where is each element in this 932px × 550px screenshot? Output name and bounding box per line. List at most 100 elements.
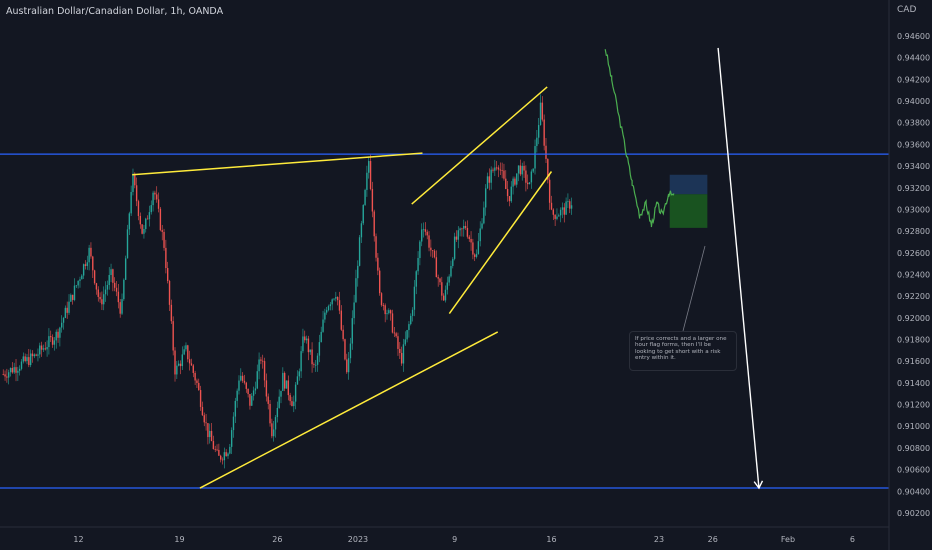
candle-body (150, 205, 152, 213)
candle-body (384, 305, 386, 315)
candle-body (218, 449, 220, 456)
candle-body (512, 178, 514, 187)
candle-body (448, 276, 450, 283)
candle-body (108, 274, 110, 285)
trendline[interactable] (199, 331, 499, 489)
candle-body (22, 356, 25, 362)
candle-body (411, 309, 414, 316)
candle-body (430, 247, 432, 251)
price-tick-label: 0.92200 (897, 292, 930, 301)
candle-body (433, 250, 436, 258)
candle-body (495, 167, 498, 169)
risk-zone[interactable] (669, 174, 708, 195)
projected-price-path[interactable] (604, 49, 675, 228)
candle-body (324, 312, 326, 320)
time-tick-label: 26 (272, 535, 282, 544)
candle-body (311, 349, 313, 365)
candle-body (554, 214, 556, 219)
trendline[interactable] (411, 86, 548, 205)
trendline[interactable] (132, 152, 423, 176)
candle-body (103, 294, 105, 305)
candle-body (104, 289, 107, 295)
candle-body (567, 201, 569, 203)
candle-body (26, 357, 28, 362)
candle-body (6, 376, 8, 378)
candle-body (86, 262, 88, 266)
candle-body (240, 375, 242, 381)
candle-body (260, 359, 262, 361)
price-tick-label: 0.91600 (897, 357, 930, 366)
candle-body (355, 278, 357, 303)
candle-body (569, 201, 571, 209)
candle-body (501, 170, 503, 171)
candle-body (209, 430, 211, 438)
candle-body (192, 365, 194, 373)
candle-body (521, 165, 523, 175)
candle-body (543, 119, 545, 146)
price-tick-label: 0.91800 (897, 336, 930, 345)
price-tick-label: 0.93400 (897, 162, 930, 171)
candle-body (442, 295, 445, 301)
time-tick-label: 26 (708, 535, 718, 544)
candle-body (214, 449, 216, 450)
candle-body (497, 167, 500, 170)
candle-body (236, 390, 238, 401)
candle-body (42, 348, 45, 350)
candle-body (347, 358, 350, 373)
candle-body (556, 216, 558, 219)
candle-body (258, 359, 260, 372)
time-tick-label: 9 (452, 535, 457, 544)
candle-body (528, 182, 531, 185)
candle-body (33, 354, 35, 357)
candle-body (132, 173, 134, 192)
candle-body (145, 218, 147, 230)
candle-body (417, 257, 419, 272)
candle-body (31, 353, 34, 357)
horizontal-levels[interactable] (0, 153, 889, 489)
candle-body (114, 282, 116, 288)
candle-body (51, 337, 54, 345)
candle-body (176, 365, 178, 375)
candle-body (331, 299, 333, 305)
candle-body (57, 331, 59, 338)
candle-body (97, 289, 99, 297)
projection-group[interactable] (604, 47, 764, 490)
time-axis[interactable]: 12 19 26 2023 9 16 23 26 Feb 6 (73, 535, 855, 544)
candle-body (81, 275, 83, 280)
forecast-arrow-line[interactable] (717, 47, 760, 489)
candle-body (421, 229, 423, 242)
trendlines[interactable] (132, 86, 553, 489)
candle-body (516, 173, 518, 185)
candle-body (271, 423, 273, 437)
price-axis[interactable]: 0.94600 0.94400 0.94200 0.94000 0.93800 0.936… (897, 32, 930, 518)
trendline[interactable] (448, 171, 553, 314)
time-tick-label: 12 (73, 535, 83, 544)
candle-body (364, 189, 366, 205)
candle-body (468, 236, 470, 240)
candle-body (492, 169, 494, 171)
price-tick-label: 0.92400 (897, 270, 930, 279)
candle-body (210, 430, 213, 442)
candle-body (547, 158, 549, 180)
candle-body (227, 453, 229, 457)
candle-body (470, 239, 472, 243)
candle-body (183, 349, 185, 355)
candle-body (70, 294, 72, 302)
candle-body (196, 380, 198, 383)
candle-body (148, 212, 151, 220)
candle-body (453, 236, 456, 259)
candle-body (185, 345, 187, 350)
candle-body (291, 401, 293, 407)
candle-body (146, 218, 149, 220)
reward-zone[interactable] (669, 194, 708, 228)
candle-body (24, 356, 26, 362)
candle-body (278, 396, 280, 408)
candle-body (327, 306, 330, 311)
annotation-callout[interactable]: If price corrects and a larger one hour … (629, 331, 737, 371)
price-tick-label: 0.90400 (897, 487, 930, 496)
candle-body (92, 256, 94, 271)
candle-body (161, 230, 163, 232)
candle-body (159, 208, 162, 231)
